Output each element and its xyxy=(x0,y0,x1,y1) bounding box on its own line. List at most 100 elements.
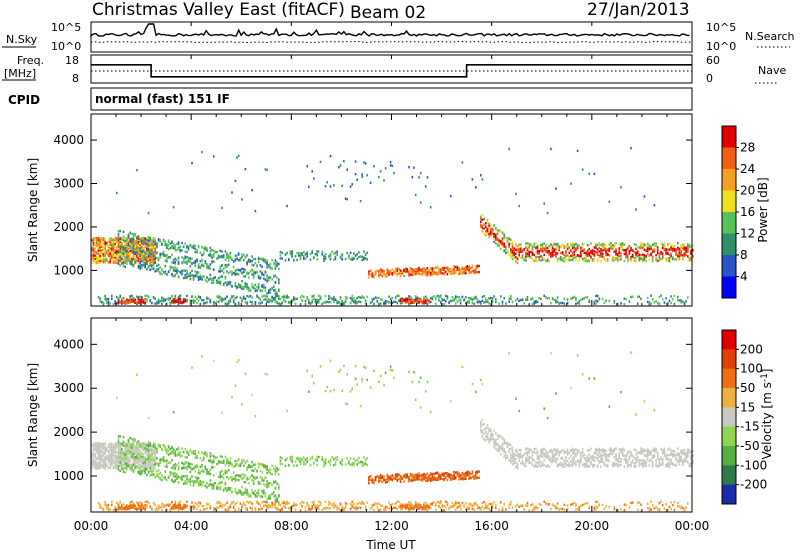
echo-cell xyxy=(670,295,672,298)
echo-cell xyxy=(388,273,390,276)
echo-cell xyxy=(283,504,285,508)
echo-cell xyxy=(161,299,163,302)
echo-cell xyxy=(207,297,210,300)
echo-cell xyxy=(341,254,343,257)
echo-cell xyxy=(271,267,273,270)
echo-cell xyxy=(461,295,464,299)
echo-cell xyxy=(154,450,156,454)
echo-cell xyxy=(274,504,277,507)
echo-cell xyxy=(523,248,525,251)
echo-cell xyxy=(481,178,484,181)
echo-cell xyxy=(576,243,579,247)
echo-cell xyxy=(186,451,188,455)
echo-cell xyxy=(92,447,95,450)
echo-cell xyxy=(209,460,212,463)
echo-cell xyxy=(641,242,644,246)
echo-cell xyxy=(641,259,644,263)
echo-cell xyxy=(197,246,200,249)
echo-cell xyxy=(508,147,510,151)
echo-cell xyxy=(141,501,143,505)
echo-cell xyxy=(227,272,230,275)
echo-cell xyxy=(252,482,255,485)
echo-cell xyxy=(91,254,93,257)
echo-cell xyxy=(596,259,599,263)
echo-cell xyxy=(224,297,227,300)
echo-cell xyxy=(434,271,437,275)
echo-cell xyxy=(92,249,95,252)
echo-cell xyxy=(132,463,135,467)
echo-cell xyxy=(212,359,215,363)
echo-cell xyxy=(209,452,212,455)
echo-cell xyxy=(96,467,98,470)
echo-cell xyxy=(269,497,272,500)
echo-cell xyxy=(117,506,120,509)
echo-cell xyxy=(159,444,161,447)
echo-cell xyxy=(581,258,584,261)
echo-cell xyxy=(324,252,327,256)
echo-cell xyxy=(131,259,133,262)
echo-cell xyxy=(645,259,647,262)
echo-cell xyxy=(264,464,267,467)
echo-cell xyxy=(96,463,98,467)
echo-cell xyxy=(91,239,93,242)
echo-cell xyxy=(141,461,143,464)
echo-cell xyxy=(556,258,559,261)
echo-cell xyxy=(419,269,422,272)
echo-cell xyxy=(194,449,197,453)
echo-cell xyxy=(124,239,126,243)
echo-cell xyxy=(530,243,532,246)
echo-cell xyxy=(201,259,203,263)
echo-cell xyxy=(166,449,168,453)
echo-cell xyxy=(241,403,243,406)
echo-cell xyxy=(196,259,198,263)
echo-cell xyxy=(177,467,180,470)
echo-cell xyxy=(458,299,460,302)
echo-cell xyxy=(121,461,123,465)
echo-cell xyxy=(436,273,439,276)
echo-cell xyxy=(94,463,96,466)
echo-cell xyxy=(530,298,532,301)
echo-cell xyxy=(555,299,557,302)
echo-cell xyxy=(94,461,96,464)
echo-cell xyxy=(309,252,312,256)
echo-cell xyxy=(109,463,111,466)
echo-cell xyxy=(344,257,347,261)
echo-cell xyxy=(603,243,606,246)
echo-cell xyxy=(189,277,192,281)
echo-cell xyxy=(237,508,240,512)
echo-cell xyxy=(279,459,282,463)
echo-cell xyxy=(426,271,429,275)
echo-cell xyxy=(354,299,357,302)
echo-cell xyxy=(91,444,93,447)
echo-cell xyxy=(251,460,253,464)
echo-cell xyxy=(129,455,131,458)
echo-cell xyxy=(339,302,342,306)
y-tick-label: 4000 xyxy=(53,133,84,147)
echo-cell xyxy=(247,495,250,498)
echo-cell xyxy=(234,254,237,257)
echo-cell xyxy=(202,264,205,268)
echo-cell xyxy=(116,507,118,511)
echo-cell xyxy=(141,459,143,463)
echo-cell xyxy=(121,508,123,511)
echo-cell xyxy=(274,496,277,499)
echo-cell xyxy=(454,297,457,300)
echo-cell xyxy=(491,229,494,232)
echo-cell xyxy=(593,302,596,305)
echo-cell xyxy=(505,248,507,251)
echo-cell xyxy=(147,416,150,420)
echo-cell xyxy=(261,301,263,304)
echo-cell xyxy=(146,504,148,507)
echo-cell xyxy=(653,248,656,251)
echo-cell xyxy=(122,239,125,242)
echo-cell xyxy=(187,256,190,259)
echo-cell xyxy=(174,294,177,298)
echo-cell xyxy=(199,276,202,279)
echo-cell xyxy=(655,259,657,262)
echo-cell xyxy=(196,275,198,278)
echo-cell xyxy=(515,192,517,196)
echo-cell xyxy=(500,295,502,298)
echo-cell xyxy=(151,302,153,305)
echo-cell xyxy=(536,249,539,252)
echo-cell xyxy=(139,467,141,471)
